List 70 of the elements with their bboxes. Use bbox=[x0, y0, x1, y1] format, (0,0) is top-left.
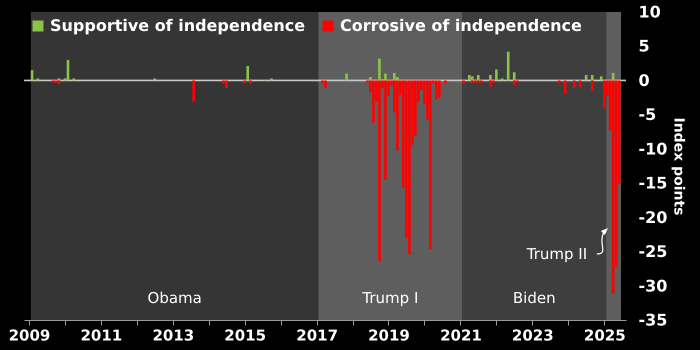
y-tick-label: -10 bbox=[638, 139, 668, 158]
band-label: Trump I bbox=[361, 289, 418, 307]
x-tick-label: 2013 bbox=[152, 326, 194, 344]
x-tick-label: 2011 bbox=[80, 326, 122, 344]
x-tick-label: 2021 bbox=[440, 326, 482, 344]
bar bbox=[429, 80, 432, 250]
bar bbox=[249, 80, 252, 84]
y-tick-label: -30 bbox=[638, 276, 668, 296]
bar bbox=[512, 80, 516, 86]
x-tick-label: 2019 bbox=[368, 326, 410, 344]
x-tick-label: 2017 bbox=[296, 326, 338, 344]
bar bbox=[578, 80, 582, 88]
y-tick-label: -20 bbox=[638, 208, 668, 227]
bar bbox=[372, 80, 375, 123]
bar bbox=[66, 60, 70, 80]
y-tick-label: -5 bbox=[638, 105, 656, 124]
y-tick-label: -15 bbox=[638, 174, 668, 193]
x-tick-label: 2009 bbox=[8, 326, 50, 344]
bar bbox=[345, 74, 348, 80]
bar bbox=[612, 72, 614, 80]
bar bbox=[378, 58, 381, 80]
bar bbox=[506, 52, 510, 80]
bar bbox=[462, 80, 465, 84]
bar bbox=[393, 72, 396, 80]
band-label: Trump II bbox=[526, 245, 588, 263]
bar bbox=[470, 76, 474, 80]
x-tick-label: 2025 bbox=[584, 326, 626, 344]
bar bbox=[396, 77, 399, 80]
band-label: Biden bbox=[512, 289, 556, 307]
x-tick-label: 2023 bbox=[512, 326, 554, 344]
bar bbox=[489, 80, 492, 87]
bar bbox=[222, 80, 225, 84]
y-tick-label: -35 bbox=[638, 310, 668, 330]
bar bbox=[495, 69, 498, 80]
y-tick-label: 10 bbox=[638, 2, 661, 22]
bar bbox=[572, 80, 576, 88]
bar bbox=[369, 77, 372, 80]
bar bbox=[225, 80, 228, 88]
bar bbox=[564, 80, 566, 94]
legend-label: Supportive of independence bbox=[50, 16, 306, 35]
bar bbox=[512, 72, 516, 80]
bar bbox=[600, 76, 603, 80]
legend-label: Corrosive of independence bbox=[340, 16, 582, 35]
bar bbox=[384, 80, 387, 180]
bar bbox=[602, 80, 606, 109]
y-tick-label: 5 bbox=[638, 36, 650, 56]
bar bbox=[584, 74, 588, 80]
bar bbox=[378, 80, 381, 262]
y-tick-label: -25 bbox=[638, 242, 668, 262]
bar bbox=[396, 80, 399, 150]
bar bbox=[408, 80, 411, 254]
bar bbox=[384, 74, 387, 80]
bar bbox=[243, 80, 246, 84]
bar bbox=[324, 80, 327, 88]
bar bbox=[476, 74, 480, 80]
bar bbox=[489, 74, 492, 80]
bar bbox=[246, 66, 250, 80]
bar bbox=[30, 70, 34, 80]
band-label: Obama bbox=[148, 289, 202, 307]
bar bbox=[438, 80, 441, 98]
y-axis-title: Index points bbox=[670, 117, 686, 216]
x-tick-label: 2015 bbox=[224, 326, 266, 344]
bar bbox=[192, 80, 195, 102]
bar bbox=[590, 80, 594, 91]
bar bbox=[58, 80, 60, 84]
bar bbox=[435, 80, 438, 100]
bar bbox=[612, 80, 614, 294]
bar bbox=[590, 74, 594, 80]
bar bbox=[468, 74, 471, 80]
y-tick-label: 0 bbox=[638, 70, 650, 90]
